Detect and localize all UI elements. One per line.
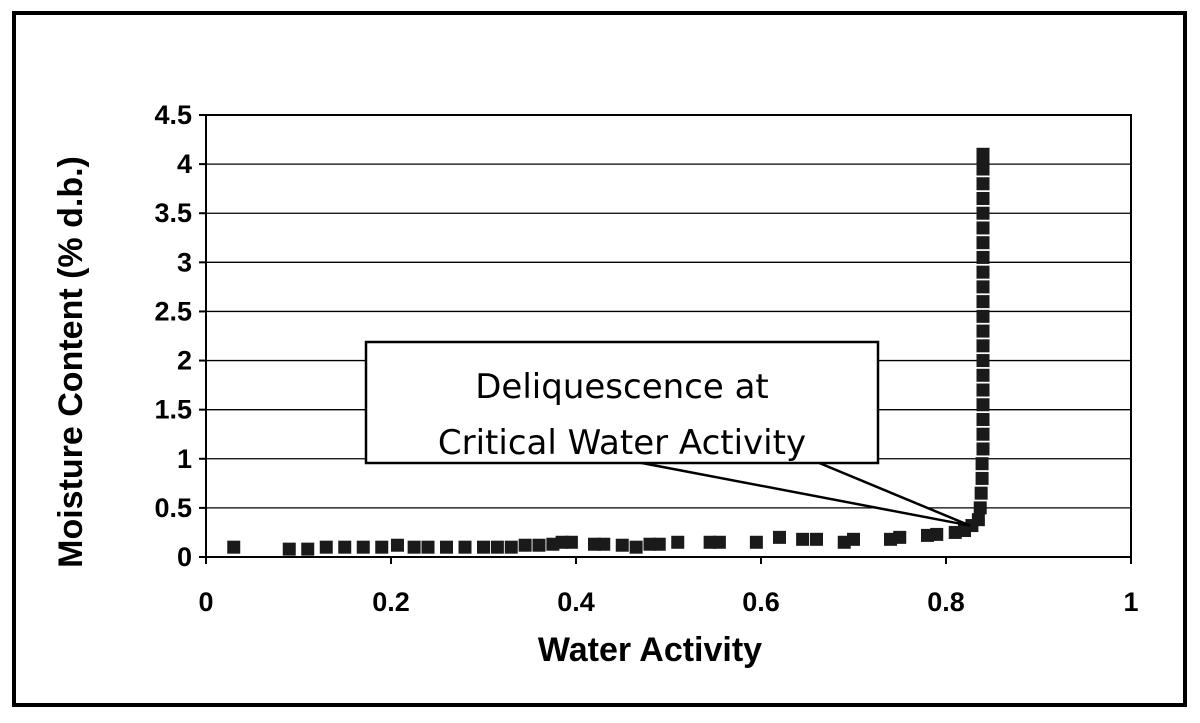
- data-point: [974, 486, 988, 500]
- data-point: [976, 177, 990, 191]
- data-point: [976, 265, 990, 279]
- data-point: [356, 540, 370, 554]
- data-point: [597, 537, 611, 551]
- data-point: [504, 540, 518, 554]
- data-point: [390, 538, 404, 552]
- data-point: [976, 427, 990, 441]
- y-tick-label: 4: [177, 149, 192, 179]
- data-point: [301, 542, 315, 556]
- y-tick-label: 3.5: [154, 198, 192, 228]
- data-point: [976, 162, 990, 176]
- data-point: [227, 540, 241, 554]
- data-point: [629, 540, 643, 554]
- x-tick-label: 0.2: [372, 587, 410, 617]
- data-point: [976, 339, 990, 353]
- data-point: [973, 501, 987, 515]
- y-tick-label: 2: [177, 346, 192, 376]
- data-point: [773, 530, 786, 544]
- y-axis-title: Moisture Content (% d.b.): [52, 156, 90, 568]
- data-point: [976, 398, 990, 412]
- data-point: [532, 538, 546, 552]
- callout-box: [364, 340, 880, 465]
- x-tick-label: 0.4: [557, 587, 595, 617]
- data-point: [407, 540, 421, 554]
- data-point: [564, 535, 578, 549]
- y-tick-label: 0: [177, 542, 192, 572]
- data-point: [971, 513, 985, 527]
- data-point: [282, 542, 296, 556]
- data-point: [976, 412, 990, 426]
- data-point: [810, 532, 823, 546]
- y-tick-label: 1: [177, 444, 192, 474]
- data-point: [976, 191, 990, 205]
- x-tick-label: 0.6: [742, 587, 780, 617]
- y-tick-label: 2.5: [154, 296, 192, 326]
- y-tick-label: 3: [177, 247, 192, 277]
- x-axis-ticks: 0 0.2 0.4 0.6 0.8 1: [198, 557, 1139, 617]
- data-point: [930, 527, 944, 541]
- callout-pointer: [599, 453, 971, 527]
- data-point: [847, 532, 860, 546]
- data-point: [652, 537, 666, 551]
- data-points: [227, 147, 990, 556]
- data-point: [976, 280, 990, 294]
- plot-area: [205, 114, 1132, 558]
- data-point: [490, 540, 504, 554]
- data-point: [976, 324, 990, 338]
- data-point: [458, 540, 472, 554]
- data-point: [440, 540, 453, 554]
- data-point: [976, 236, 990, 250]
- y-tick-label: 4.5: [154, 100, 192, 130]
- x-tick-label: 0: [198, 587, 213, 617]
- data-point: [477, 540, 490, 554]
- data-point: [671, 535, 685, 549]
- data-point: [976, 368, 990, 382]
- data-point: [421, 540, 435, 554]
- data-point: [749, 535, 763, 549]
- annotation-callout: Deliquescence at Critical Water Activity: [364, 340, 971, 527]
- data-point: [893, 530, 907, 544]
- y-tick-label: 1.5: [154, 395, 192, 425]
- data-point: [975, 471, 989, 485]
- y-axis-ticks: 0 0.5 1 1.5 2 2.5 3 3.5 4 4.5: [154, 100, 206, 572]
- data-point: [319, 540, 333, 554]
- data-point: [976, 221, 990, 235]
- callout-line-1: Deliquescence at: [475, 367, 769, 407]
- data-point: [976, 383, 990, 397]
- data-point: [976, 442, 990, 456]
- data-point: [375, 540, 389, 554]
- data-point: [338, 540, 352, 554]
- data-point: [976, 309, 990, 323]
- data-point: [976, 206, 990, 220]
- data-point: [976, 250, 990, 264]
- data-point: [976, 295, 990, 309]
- callout-line-2: Critical Water Activity: [438, 423, 806, 463]
- data-point: [796, 532, 810, 546]
- data-point: [712, 535, 726, 549]
- data-point: [976, 147, 990, 161]
- data-point: [975, 457, 989, 471]
- x-axis-title: Water Activity: [538, 631, 762, 669]
- x-tick-label: 1: [1123, 587, 1138, 617]
- data-point: [976, 354, 990, 368]
- data-point: [518, 538, 532, 552]
- x-tick-label: 0.8: [927, 587, 965, 617]
- y-tick-label: 0.5: [154, 493, 192, 523]
- data-point: [615, 538, 629, 552]
